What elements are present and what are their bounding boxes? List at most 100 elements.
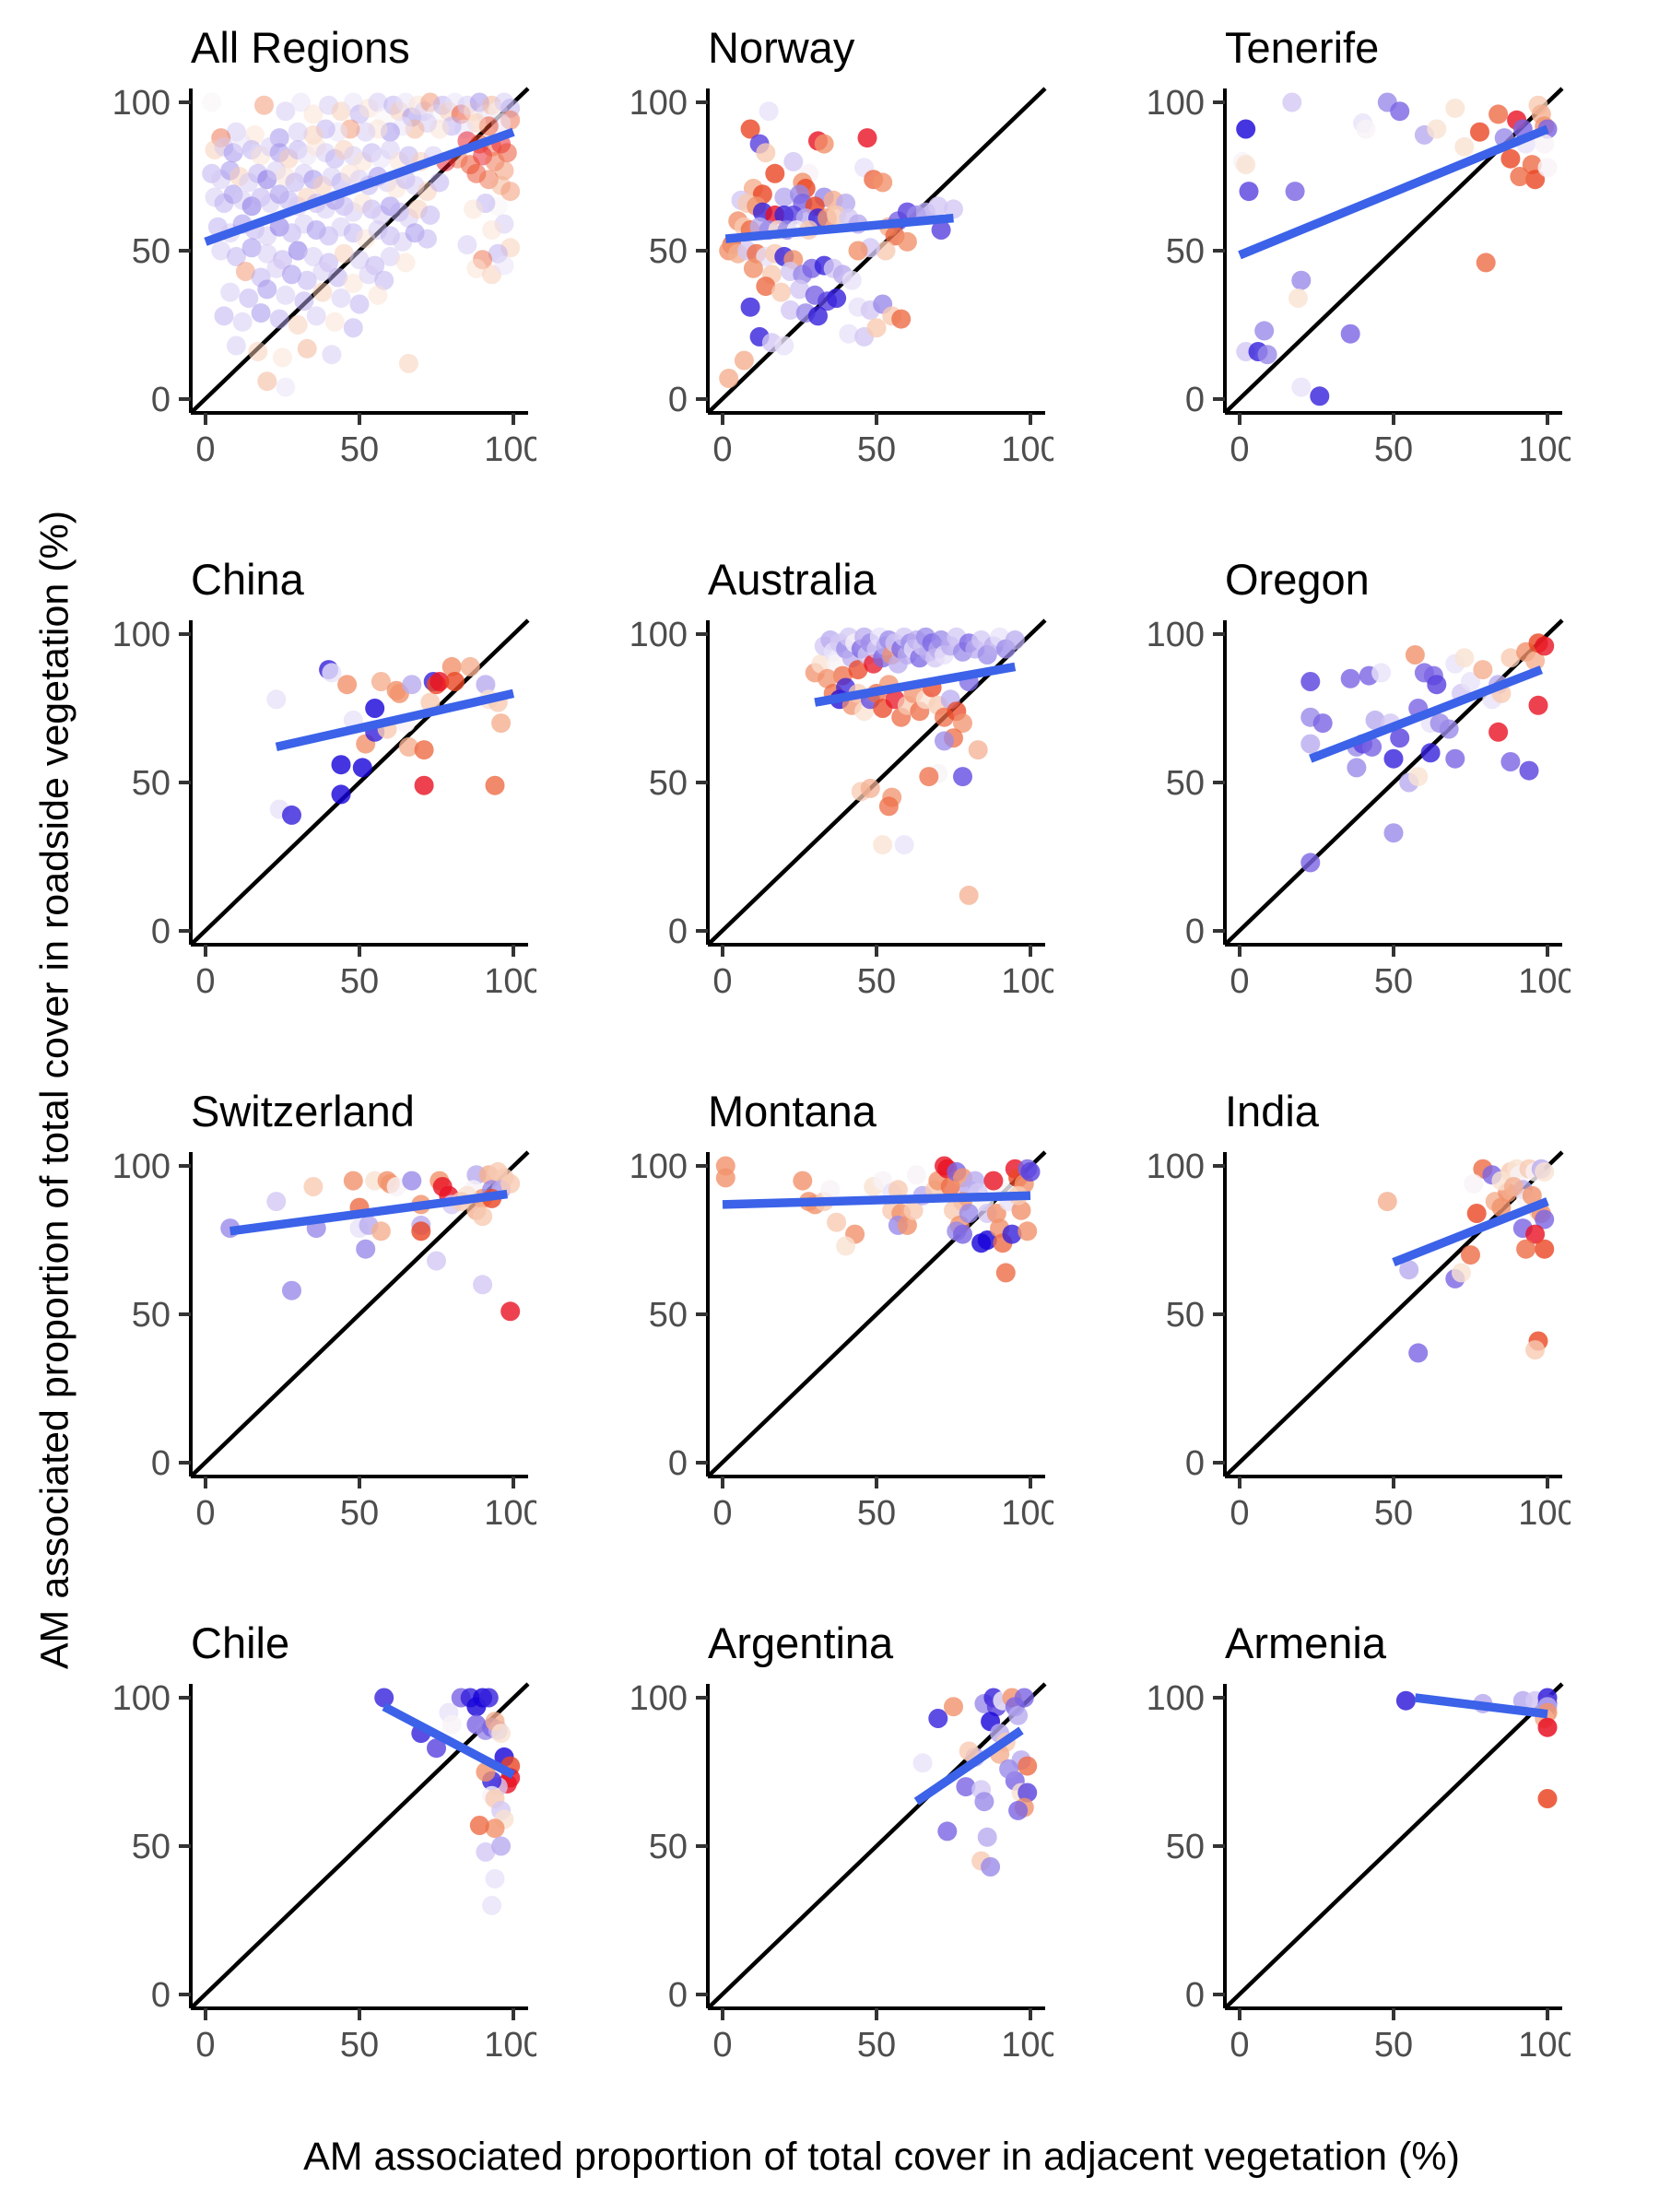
x-tick-label: 50 [857,1494,896,1533]
panel-title: China [191,555,304,604]
x-tick-label: 0 [712,962,732,1001]
data-point [460,656,480,677]
data-point [368,285,388,305]
data-point [322,345,342,365]
data-point [257,243,277,264]
data-point [1525,1224,1546,1244]
data-point [473,1275,493,1295]
data-point [1254,321,1275,341]
data-point [429,672,450,691]
data-point [774,187,794,207]
data-point [891,309,912,329]
data-point [1340,668,1360,688]
data-point [1476,253,1496,273]
panel-title: Chile [191,1618,290,1667]
data-point [1377,1192,1397,1212]
data-point [756,143,776,163]
data-point [783,151,804,171]
data-point [740,119,760,139]
data-point [322,663,342,683]
data-point [1427,675,1447,695]
data-point [282,1280,301,1300]
data-point [359,265,379,285]
data-point [1018,1783,1038,1803]
data-point [1525,1340,1546,1360]
x-tick-label: 100 [1518,430,1571,469]
scatter-plot-oregon: 00 50 50 100 100 [1147,616,1571,1001]
identity-line [189,1682,530,2010]
data-point [944,1200,963,1220]
data-point [1500,752,1521,771]
y-tick-label: 100 [629,84,688,123]
data-point [1461,672,1480,691]
data-point [931,220,951,240]
data-point [334,243,354,264]
data-point [473,1206,493,1227]
data-point [734,350,754,371]
data-point [811,653,831,674]
data-point [257,279,277,300]
data-point [1535,636,1555,656]
data-point [1236,155,1256,175]
data-point [427,1251,446,1271]
y-tick-label: 100 [1147,1147,1205,1186]
data-point [257,371,277,392]
data-point [820,1180,841,1200]
y-axis-label: AM associated proportion of total cover … [32,510,77,1670]
data-point [380,246,400,266]
data-point [1535,1161,1555,1182]
data-point [944,199,963,219]
scatter-plot-chile: 00 50 50 100 100 [112,1679,536,2065]
x-tick-label: 50 [857,2026,896,2065]
data-point [266,258,287,278]
panel-title: Argentina [708,1618,894,1667]
data-point [478,1688,499,1708]
identity-line [706,1682,1047,2010]
x-tick-label: 50 [857,430,896,469]
data-point [414,740,434,760]
x-tick-label: 100 [1518,2026,1571,2065]
data-point [303,104,324,124]
data-point [1300,734,1321,754]
data-point [331,755,351,775]
data-point [759,101,779,122]
data-point [395,253,416,273]
scatter-plot-all-regions: 00 50 50 100 100 [112,84,536,469]
y-tick-label: 100 [629,1679,688,1718]
data-point [841,270,862,290]
scatter-plot-norway: 00 50 50 100 100 [629,84,1053,469]
data-point [402,675,422,695]
y-tick-label: 100 [112,1679,171,1718]
data-point [1011,1200,1031,1220]
data-point [977,1230,997,1250]
data-point [866,318,887,338]
data-point [500,182,521,202]
data-point [239,288,259,308]
data-point [740,297,760,317]
data-point [220,282,241,302]
y-tick-label: 0 [668,912,688,951]
x-tick-label: 50 [1374,2026,1413,2065]
y-tick-label: 50 [649,1828,688,1866]
data-point [944,1697,963,1717]
data-point [1470,122,1489,142]
data-point [1537,1789,1558,1808]
regression-line [1392,1197,1549,1267]
x-tick-label: 0 [195,962,215,1001]
y-tick-label: 0 [1185,1976,1205,2015]
data-point [1390,728,1410,748]
scatter-plot-australia: 00 50 50 100 100 [629,616,1053,1001]
y-tick-label: 50 [649,764,688,803]
data-point [266,689,287,710]
panel-title: Australia [708,555,877,604]
data-point [715,1168,735,1188]
identity-line [1223,1682,1564,2010]
data-point [1525,170,1546,190]
data-point [282,805,301,825]
data-point [1356,119,1376,139]
data-point [1300,853,1321,873]
y-tick-label: 50 [132,764,171,803]
data-point [202,92,222,112]
data-point [977,1827,997,1847]
panel-argentina: Argentina 0 0 50 50 100 100 [620,1603,1137,2135]
